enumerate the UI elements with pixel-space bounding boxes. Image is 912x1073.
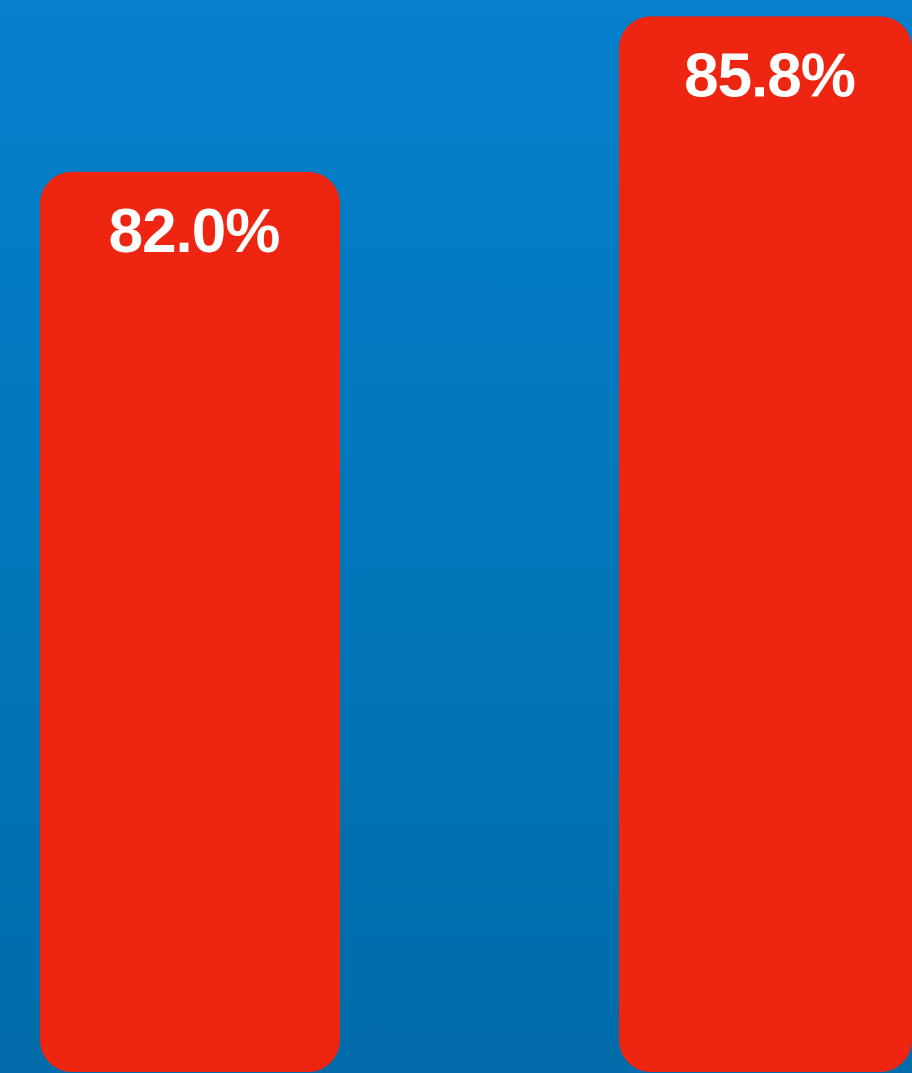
bar [619, 16, 912, 1072]
plot-area: 82.0% 85.8% [40, 16, 912, 1072]
bar [40, 171, 340, 1072]
value-label: 85.8% [684, 42, 855, 111]
value-label: 82.0% [109, 197, 280, 266]
